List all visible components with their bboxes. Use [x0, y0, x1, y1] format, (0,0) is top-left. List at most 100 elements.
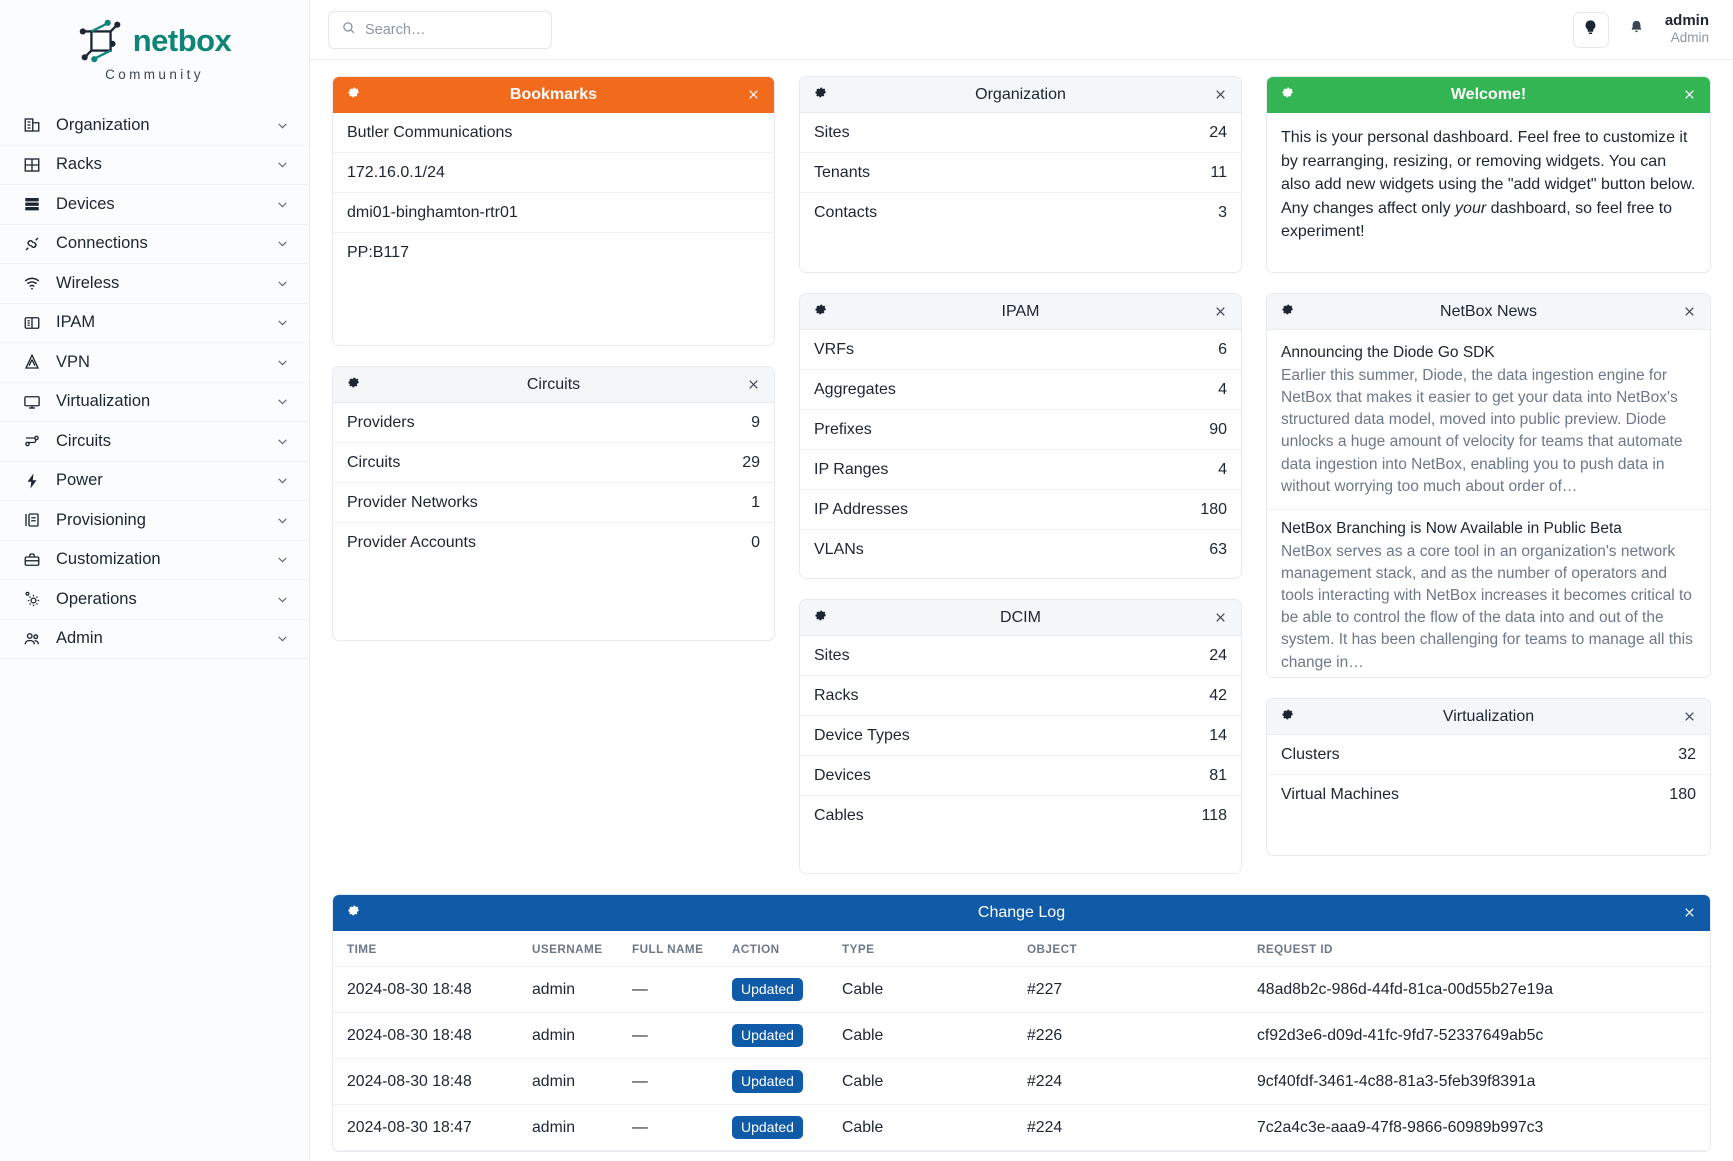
- brand[interactable]: netbox Community: [0, 10, 309, 98]
- status-badge[interactable]: Updated: [732, 1024, 803, 1047]
- gear-icon[interactable]: [1280, 709, 1295, 724]
- gear-icon[interactable]: [1280, 304, 1295, 319]
- close-icon[interactable]: [1212, 304, 1228, 320]
- sidebar-item-circuits[interactable]: Circuits: [0, 422, 309, 462]
- stat-row[interactable]: Providers 9: [333, 403, 774, 443]
- sidebar-item-operations[interactable]: Operations: [0, 580, 309, 620]
- stat-row[interactable]: Contacts 3: [800, 193, 1241, 233]
- stat-row[interactable]: Tenants 11: [800, 153, 1241, 193]
- stat-row[interactable]: Device Types 14: [800, 716, 1241, 756]
- stat-row[interactable]: Devices 81: [800, 756, 1241, 796]
- stat-row[interactable]: Circuits 29: [333, 443, 774, 483]
- bookmark-item[interactable]: PP:B117: [347, 244, 409, 261]
- stat-row[interactable]: Provider Accounts 0: [333, 523, 774, 563]
- close-icon[interactable]: [1681, 905, 1697, 921]
- close-icon[interactable]: [745, 377, 761, 393]
- cell-request-id[interactable]: cf92d3e6-d09d-41fc-9fd7-52337649ab5c: [1243, 1012, 1710, 1059]
- sidebar-item-power[interactable]: Power: [0, 462, 309, 501]
- sidebar-item-ipam[interactable]: IPAM: [0, 304, 309, 343]
- close-icon[interactable]: [1681, 304, 1697, 320]
- chevron-down-icon[interactable]: [276, 514, 289, 527]
- stat-row[interactable]: Sites 24: [800, 636, 1241, 676]
- gear-icon[interactable]: [813, 87, 828, 102]
- gear-icon[interactable]: [813, 304, 828, 319]
- sidebar-item-virtualization[interactable]: Virtualization: [0, 383, 309, 422]
- chevron-down-icon[interactable]: [276, 316, 289, 329]
- sidebar-item-organization[interactable]: Organization: [0, 106, 309, 146]
- cell-time[interactable]: 2024-08-30 18:48: [333, 1058, 518, 1105]
- bookmark-item[interactable]: 172.16.0.1/24: [333, 153, 774, 193]
- status-badge[interactable]: Updated: [732, 1116, 803, 1139]
- cell-time[interactable]: 2024-08-30 18:48: [333, 1012, 518, 1059]
- chevron-down-icon[interactable]: [276, 237, 289, 250]
- column-header-object[interactable]: OBJECT: [1013, 931, 1243, 967]
- chevron-down-icon[interactable]: [276, 474, 289, 487]
- sidebar-item-wireless[interactable]: Wireless: [0, 264, 309, 304]
- cell-object[interactable]: #224: [1013, 1058, 1243, 1105]
- gear-icon[interactable]: [1280, 87, 1295, 102]
- close-icon[interactable]: [1212, 87, 1228, 103]
- stat-row[interactable]: IP Ranges 4: [800, 450, 1241, 490]
- chevron-down-icon[interactable]: [276, 198, 289, 211]
- cell-time[interactable]: 2024-08-30 18:48: [333, 966, 518, 1013]
- sidebar-item-admin[interactable]: Admin: [0, 620, 309, 659]
- cell-object[interactable]: #226: [1013, 1012, 1243, 1059]
- column-header-time[interactable]: TIME: [333, 931, 518, 967]
- stat-row[interactable]: Aggregates 4: [800, 370, 1241, 410]
- status-badge[interactable]: Updated: [732, 978, 803, 1001]
- chevron-down-icon[interactable]: [276, 119, 289, 132]
- stat-row[interactable]: Clusters 32: [1267, 735, 1710, 775]
- cell-time[interactable]: 2024-08-30 18:47: [333, 1104, 518, 1151]
- sidebar-item-racks[interactable]: Racks: [0, 146, 309, 185]
- chevron-down-icon[interactable]: [276, 158, 289, 171]
- status-badge[interactable]: Updated: [732, 1070, 803, 1093]
- user-menu[interactable]: admin Admin: [1665, 12, 1711, 48]
- cell-object[interactable]: #224: [1013, 1104, 1243, 1151]
- column-header-request-id[interactable]: REQUEST ID: [1243, 931, 1710, 967]
- gear-icon[interactable]: [346, 377, 361, 392]
- stat-row[interactable]: Cables 118: [800, 796, 1241, 836]
- stat-row[interactable]: Virtual Machines 180: [1267, 775, 1710, 815]
- column-header-username[interactable]: USERNAME: [518, 931, 618, 967]
- close-icon[interactable]: [1212, 610, 1228, 626]
- chevron-down-icon[interactable]: [276, 553, 289, 566]
- chevron-down-icon[interactable]: [276, 356, 289, 369]
- cell-request-id[interactable]: 48ad8b2c-986d-44fd-81ca-00d55b27e19a: [1243, 966, 1710, 1013]
- chevron-down-icon[interactable]: [276, 435, 289, 448]
- stat-row[interactable]: Racks 42: [800, 676, 1241, 716]
- gear-icon[interactable]: [813, 610, 828, 625]
- chevron-down-icon[interactable]: [276, 395, 289, 408]
- chevron-down-icon[interactable]: [276, 593, 289, 606]
- cell-request-id[interactable]: 9cf40fdf-3461-4c88-81a3-5feb39f8391a: [1243, 1058, 1710, 1105]
- bookmark-item[interactable]: Butler Communications: [333, 113, 774, 153]
- sidebar-item-connections[interactable]: Connections: [0, 225, 309, 264]
- cell-object[interactable]: #227: [1013, 966, 1243, 1013]
- gear-icon[interactable]: [346, 87, 361, 102]
- theme-toggle-button[interactable]: [1572, 11, 1609, 48]
- stat-row[interactable]: VRFs 6: [800, 330, 1241, 370]
- stat-row[interactable]: Sites 24: [800, 113, 1241, 153]
- sidebar-item-provisioning[interactable]: Provisioning: [0, 501, 309, 541]
- search-input[interactable]: [365, 21, 539, 38]
- column-header-fullname[interactable]: FULL NAME: [618, 931, 718, 967]
- sidebar-item-customization[interactable]: Customization: [0, 541, 309, 580]
- gear-icon[interactable]: [346, 905, 361, 920]
- stat-row[interactable]: Prefixes 90: [800, 410, 1241, 450]
- cell-request-id[interactable]: 7c2a4c3e-aaa9-47f8-9866-60989b997c3: [1243, 1104, 1710, 1151]
- stat-row[interactable]: IP Addresses 180: [800, 490, 1241, 530]
- sidebar-item-devices[interactable]: Devices: [0, 185, 309, 225]
- stat-row[interactable]: Provider Networks 1: [333, 483, 774, 523]
- news-item[interactable]: NetBox Branching is Now Available in Pub…: [1267, 510, 1710, 677]
- news-item[interactable]: Announcing the Diode Go SDK Earlier this…: [1267, 334, 1710, 510]
- column-header-action[interactable]: ACTION: [718, 931, 828, 967]
- close-icon[interactable]: [745, 87, 761, 103]
- chevron-down-icon[interactable]: [276, 277, 289, 290]
- search-box[interactable]: [328, 10, 552, 49]
- bookmark-item[interactable]: dmi01-binghamton-rtr01: [333, 193, 774, 233]
- chevron-down-icon[interactable]: [276, 632, 289, 645]
- sidebar-item-vpn[interactable]: VPN: [0, 343, 309, 383]
- close-icon[interactable]: [1681, 709, 1697, 725]
- close-icon[interactable]: [1681, 87, 1697, 103]
- stat-row[interactable]: VLANs 63: [800, 530, 1241, 570]
- column-header-type[interactable]: TYPE: [828, 931, 1013, 967]
